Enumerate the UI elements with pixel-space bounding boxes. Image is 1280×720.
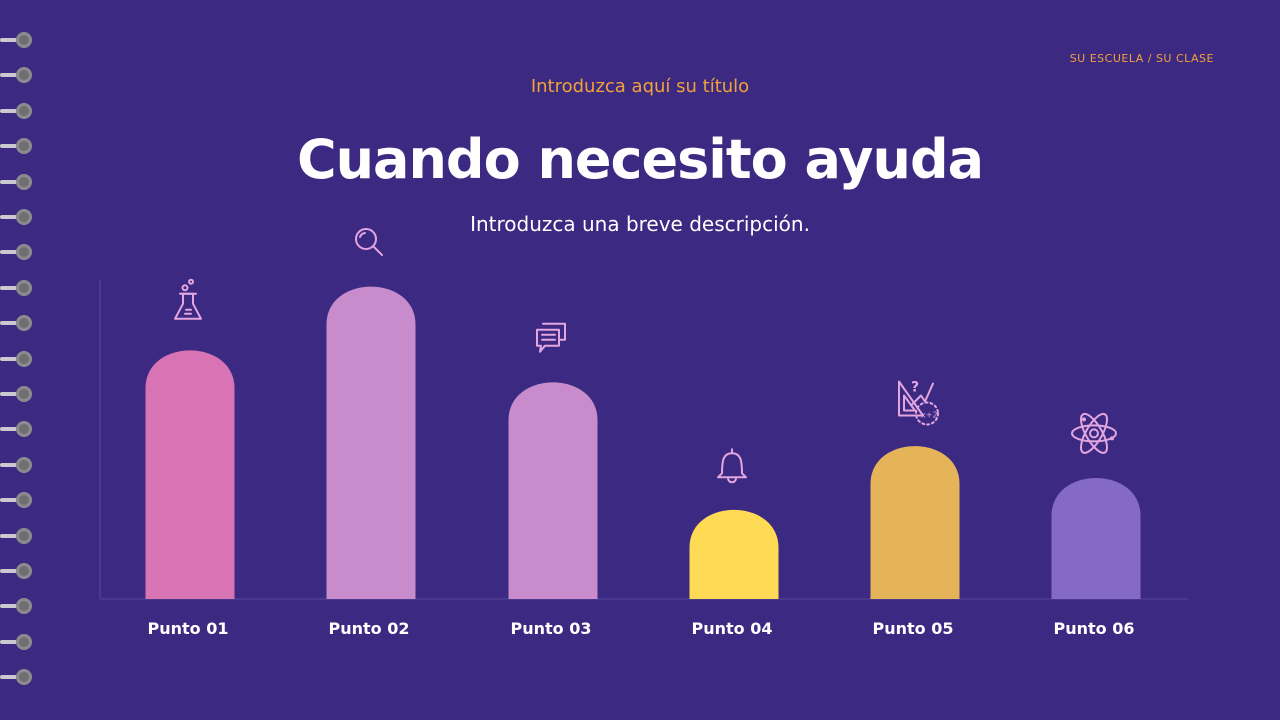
slide-subtitle: Introduzca aquí su título bbox=[530, 76, 750, 97]
category-label: Punto 01 bbox=[148, 619, 229, 638]
flask-icon bbox=[174, 278, 202, 320]
bar-5 bbox=[870, 446, 960, 599]
spiral-ring bbox=[0, 527, 34, 545]
bell-icon bbox=[717, 448, 747, 484]
slide-description: Introduzca una breve descripción. bbox=[470, 212, 810, 236]
spiral-ring bbox=[0, 31, 34, 49]
geometry-icon: ? x+2 bbox=[898, 380, 939, 426]
bar-4 bbox=[689, 509, 779, 599]
spiral-ring bbox=[0, 314, 34, 332]
spiral-ring bbox=[0, 102, 34, 120]
category-label: Punto 06 bbox=[1054, 619, 1135, 638]
spiral-ring bbox=[0, 562, 34, 580]
spiral-ring bbox=[0, 633, 34, 651]
slide-title: Cuando necesito ayuda bbox=[296, 128, 984, 191]
spiral-ring bbox=[0, 385, 34, 403]
bar-3 bbox=[508, 382, 598, 599]
magnifier-icon bbox=[355, 228, 383, 256]
atom-icon bbox=[1071, 412, 1117, 454]
spiral-ring bbox=[0, 597, 34, 615]
category-label: Punto 03 bbox=[511, 619, 592, 638]
spiral-ring bbox=[0, 491, 34, 509]
geometry-question-mark: ? bbox=[911, 380, 919, 396]
spiral-ring bbox=[0, 243, 34, 261]
spiral-ring bbox=[0, 456, 34, 474]
spiral-ring bbox=[0, 279, 34, 297]
notebook-spiral bbox=[0, 0, 40, 720]
spiral-ring bbox=[0, 208, 34, 226]
spiral-ring bbox=[0, 137, 34, 155]
geometry-formula: x+2 bbox=[921, 411, 938, 420]
category-label: Punto 05 bbox=[873, 619, 954, 638]
spiral-ring bbox=[0, 668, 34, 686]
spiral-ring bbox=[0, 350, 34, 368]
bar-6 bbox=[1051, 478, 1141, 599]
spiral-ring bbox=[0, 420, 34, 438]
category-label: Punto 04 bbox=[692, 619, 773, 638]
category-label: Punto 02 bbox=[329, 619, 410, 638]
school-label: SU ESCUELA / SU CLASE bbox=[1069, 52, 1214, 65]
bar-1 bbox=[145, 350, 235, 599]
spiral-ring bbox=[0, 173, 34, 191]
bar-2 bbox=[326, 286, 416, 599]
chat-bubbles-icon bbox=[536, 322, 566, 353]
spiral-ring bbox=[0, 66, 34, 84]
